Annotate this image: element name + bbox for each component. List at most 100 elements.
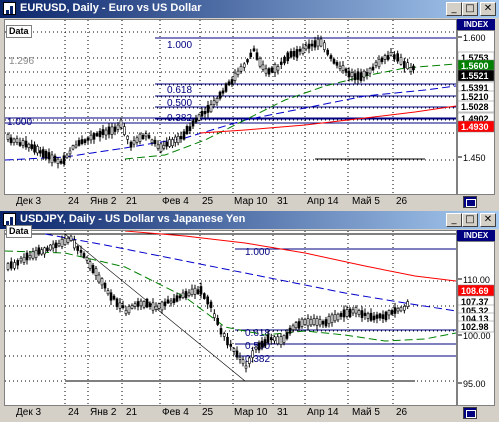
usdjpy-candle bbox=[276, 336, 280, 344]
usdjpy-candle bbox=[266, 334, 270, 343]
usdjpy-candle bbox=[273, 336, 276, 342]
window-titlebar[interactable]: EURUSD, Daily - Euro vs US Dollar _ □ ✕ bbox=[0, 0, 499, 18]
eurusd-candle bbox=[138, 133, 142, 142]
usdjpy-candle bbox=[309, 318, 313, 326]
eurusd-candle bbox=[353, 73, 357, 81]
date-tick-label: 25 bbox=[202, 196, 214, 207]
date-tick-label: 25 bbox=[202, 407, 214, 418]
eurusd-candle bbox=[224, 83, 228, 92]
eurusd-candle bbox=[239, 66, 243, 72]
usdjpy-candle bbox=[154, 305, 158, 310]
index-button[interactable]: INDEX bbox=[457, 19, 495, 30]
usdjpy-candle bbox=[54, 242, 58, 248]
eurusd-candle bbox=[227, 81, 231, 85]
date-axis: Дек 3 24 Янв 2 21 Фев 4 25 Мар 10 31 Апр 14 Май 5… bbox=[4, 195, 457, 210]
eurusd-candle bbox=[242, 63, 246, 68]
eurusd-candle bbox=[107, 126, 111, 135]
usdjpy-candle bbox=[190, 288, 194, 295]
eurusd-candle bbox=[399, 57, 403, 65]
eurusd-candle bbox=[15, 138, 19, 143]
eurusd-candle bbox=[9, 137, 13, 144]
eurusd-candle bbox=[27, 143, 31, 148]
chart-properties-icon[interactable] bbox=[463, 407, 477, 419]
eurusd-candle bbox=[36, 146, 39, 154]
usdjpy-candle bbox=[118, 302, 122, 309]
price-chart-plot[interactable]: 1.000 1.296 0.618 0.500 0.382 1.000 bbox=[4, 19, 457, 195]
eurusd-candle bbox=[332, 59, 336, 64]
price-scale[interactable]: 1.600 1.450 1.5753 1.5600 1.5521 1.5391 1.5210… bbox=[457, 30, 495, 195]
usdjpy-candle bbox=[181, 292, 185, 298]
eurusd-candle bbox=[165, 141, 169, 147]
usdjpy-candle bbox=[127, 306, 131, 314]
usdjpy-candle bbox=[121, 305, 125, 309]
eurusd-candle bbox=[276, 66, 280, 71]
usdjpy-candle bbox=[291, 325, 295, 331]
fibonacci-label: 0.500 bbox=[167, 98, 192, 109]
eurusd-candle bbox=[92, 133, 96, 140]
eurusd-candle bbox=[344, 68, 348, 73]
usdjpy-candle bbox=[369, 312, 373, 321]
usdjpy-candle bbox=[360, 310, 364, 318]
maximize-button[interactable]: □ bbox=[462, 2, 478, 16]
price-tag-label: 1.5210 bbox=[461, 92, 489, 102]
usdjpy-candle bbox=[199, 286, 203, 295]
eurusd-candle bbox=[292, 51, 296, 57]
price-chart-plot[interactable]: 1.000 0.618 0.500 0.382 bbox=[4, 230, 457, 406]
usdjpy-candle bbox=[100, 278, 104, 286]
price-scale[interactable]: 110.00 100.00 95.00 108.69 107.37 105.32 104.1… bbox=[457, 241, 495, 406]
price-tag-label: 1.5521 bbox=[461, 71, 489, 81]
usdjpy-candle bbox=[213, 313, 216, 318]
chart-window-usdjpy: USDJPY, Daily - US Dollar vs Japanese Ye… bbox=[0, 211, 499, 422]
close-button[interactable]: ✕ bbox=[480, 213, 496, 227]
usdjpy-candle bbox=[315, 318, 319, 326]
usdjpy-candle bbox=[216, 317, 219, 325]
eurusd-candle bbox=[171, 139, 174, 147]
eurusd-candle bbox=[383, 55, 387, 60]
eurusd-candle bbox=[104, 129, 108, 136]
usdjpy-candle bbox=[269, 337, 273, 341]
eurusd-candle bbox=[141, 134, 145, 140]
eurusd-candle bbox=[301, 47, 305, 54]
usdjpy-candle bbox=[82, 253, 86, 258]
window-titlebar[interactable]: USDJPY, Daily - US Dollar vs Japanese Ye… bbox=[0, 211, 499, 229]
close-button[interactable]: ✕ bbox=[480, 2, 496, 16]
maximize-button[interactable]: □ bbox=[462, 213, 478, 227]
data-window-label[interactable]: Data bbox=[6, 225, 32, 238]
data-window-label[interactable]: Data bbox=[6, 25, 32, 38]
usdjpy-candle bbox=[248, 357, 251, 364]
eurusd-candle bbox=[132, 140, 136, 145]
eurusd-candle bbox=[215, 98, 219, 103]
usdjpy-candle bbox=[145, 298, 149, 308]
chart-properties-icon[interactable] bbox=[463, 196, 477, 208]
minimize-button[interactable]: _ bbox=[446, 2, 462, 16]
eurusd-candle bbox=[335, 62, 339, 66]
eurusd-candle bbox=[53, 155, 57, 162]
eurusd-candle bbox=[246, 59, 249, 63]
usdjpy-candle bbox=[244, 365, 248, 369]
usdjpy-candle bbox=[196, 289, 200, 295]
usdjpy-candle bbox=[324, 319, 328, 327]
usdjpy-candle bbox=[69, 235, 73, 241]
eurusd-candle bbox=[162, 145, 166, 149]
fibonacci-label: 0.382 bbox=[167, 113, 192, 124]
minimize-button[interactable]: _ bbox=[446, 213, 462, 227]
eurusd-candle bbox=[168, 139, 171, 147]
usdjpy-candle bbox=[390, 310, 394, 315]
price-tag-label: 1.5600 bbox=[461, 61, 489, 71]
eurusd-candle bbox=[6, 134, 10, 140]
date-tick-label: Май 5 bbox=[352, 407, 380, 418]
usdjpy-candle bbox=[97, 274, 101, 283]
usdjpy-candle bbox=[399, 306, 403, 312]
eurusd-candle bbox=[368, 68, 372, 74]
usdjpy-candle bbox=[148, 303, 152, 308]
usdjpy-candle bbox=[282, 335, 286, 343]
usdjpy-candle bbox=[22, 256, 26, 263]
usdjpy-candle bbox=[136, 301, 140, 307]
usdjpy-candle bbox=[354, 307, 358, 314]
index-button[interactable]: INDEX bbox=[457, 230, 495, 241]
eurusd-candle bbox=[173, 136, 177, 143]
eurusd-candle bbox=[200, 110, 204, 117]
window-title: EURUSD, Daily - Euro vs US Dollar bbox=[20, 2, 202, 14]
eurusd-candle bbox=[371, 66, 375, 71]
date-tick-label: Дек 3 bbox=[16, 196, 42, 207]
